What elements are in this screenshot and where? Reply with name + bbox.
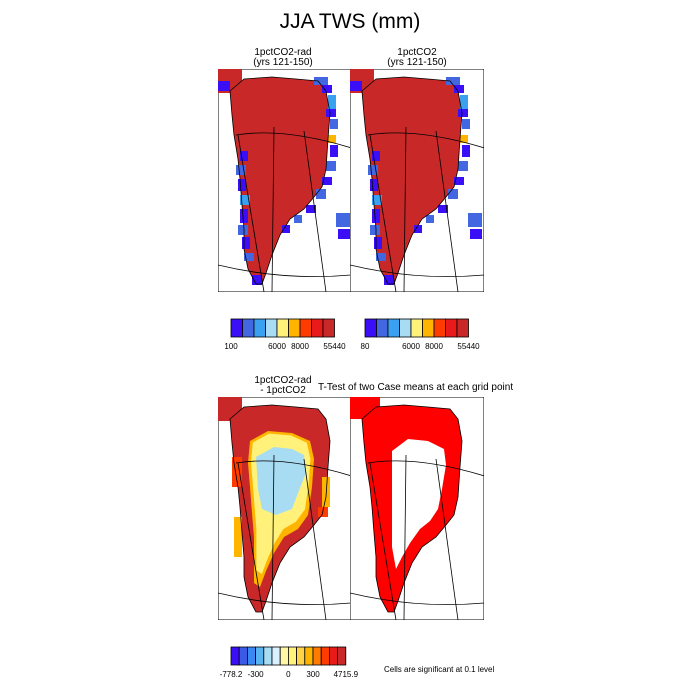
colorbar-tick-label: 8000 — [425, 342, 443, 351]
cbar-bottom-swatches — [230, 646, 347, 666]
colorbar-swatch — [288, 318, 301, 338]
map-panel-1pctco2 — [350, 69, 484, 292]
panel-title-1pctco2-rad: 1pctCO2-rad (yrs 121-150) — [216, 48, 350, 68]
colorbar-swatch — [230, 646, 240, 666]
colorbar-swatch — [337, 646, 347, 666]
panel-title-line2: (yrs 121-150) — [387, 57, 447, 68]
colorbar-tick-label: 100 — [224, 342, 238, 351]
colorbar-swatch — [312, 646, 322, 666]
colorbar-swatch — [242, 318, 255, 338]
colorbar-swatch — [276, 318, 289, 338]
colorbar-tick-label: 55440 — [457, 342, 480, 351]
colorbar-swatch — [238, 646, 248, 666]
cbar-top-right: 80 6000 8000 55440 — [361, 318, 480, 351]
colorbar-swatch — [253, 318, 266, 338]
colorbar-swatch — [299, 318, 312, 338]
cbar-top-left: 100 6000 8000 55440 — [224, 318, 346, 351]
colorbar-swatch — [322, 318, 335, 338]
colorbar-swatch — [320, 646, 330, 666]
colorbar-swatch — [296, 646, 306, 666]
panel-title-1pctco2: 1pctCO2 (yrs 121-150) — [350, 48, 484, 68]
colorbar-tick-label: 6000 — [268, 342, 286, 351]
figure-title: JJA TWS (mm) — [279, 10, 421, 33]
panel-title-difference: 1pctCO2-rad - 1pctCO2 — [216, 376, 350, 396]
colorbar-tick-label: -300 — [247, 670, 264, 679]
map-panel-difference — [218, 397, 351, 620]
panel-title-line1: 1pctCO2-rad — [254, 47, 312, 58]
panel-title-line2: (yrs 121-150) — [253, 57, 313, 68]
colorbar-swatch — [263, 646, 273, 666]
colorbar-tick-label: 0 — [286, 670, 291, 679]
panel-title-line1: 1pctCO2 — [397, 47, 437, 58]
colorbar-swatch — [456, 318, 469, 338]
colorbar-tick-label: 55440 — [323, 342, 346, 351]
colorbar-swatch — [279, 646, 289, 666]
significance-note: Cells are significant at 0.1 level — [384, 665, 495, 674]
map-panel-1pctco2-rad — [218, 69, 351, 292]
colorbar-swatch — [271, 646, 281, 666]
panel-title-ttest: T-Test of two Case means at each grid po… — [318, 382, 514, 393]
colorbar-swatch — [265, 318, 278, 338]
colorbar-tick-label: 300 — [306, 670, 320, 679]
colorbar-swatch — [399, 318, 412, 338]
colorbar-swatch — [304, 646, 314, 666]
colorbar-swatch — [311, 318, 324, 338]
panel-title-line2: - 1pctCO2 — [260, 385, 306, 396]
colorbar-swatch — [410, 318, 423, 338]
panel-title-line1: 1pctCO2-rad — [254, 375, 312, 386]
colorbar-tick-label: 6000 — [402, 342, 420, 351]
colorbar-swatch — [387, 318, 400, 338]
colorbar-swatch — [445, 318, 458, 338]
colorbar-swatch — [255, 646, 265, 666]
colorbar-swatch — [246, 646, 256, 666]
colorbar-swatch — [433, 318, 446, 338]
colorbar-swatch — [230, 318, 243, 338]
cbar-top-left-swatches — [230, 318, 335, 338]
colorbar-tick-label: -778.2 — [219, 670, 243, 679]
colorbar-swatch — [364, 318, 377, 338]
colorbar-swatch — [376, 318, 389, 338]
colorbar-tick-label: 80 — [360, 342, 370, 351]
colorbar-swatch — [329, 646, 339, 666]
colorbar-tick-label: 4715.9 — [333, 670, 359, 679]
map-panel-ttest — [350, 397, 484, 620]
cbar-bottom: -778.2 -300 0 300 4715.9 — [220, 646, 358, 679]
colorbar-swatch — [288, 646, 298, 666]
cbar-top-right-swatches — [364, 318, 469, 338]
colorbar-tick-label: 8000 — [291, 342, 309, 351]
colorbar-swatch — [422, 318, 435, 338]
